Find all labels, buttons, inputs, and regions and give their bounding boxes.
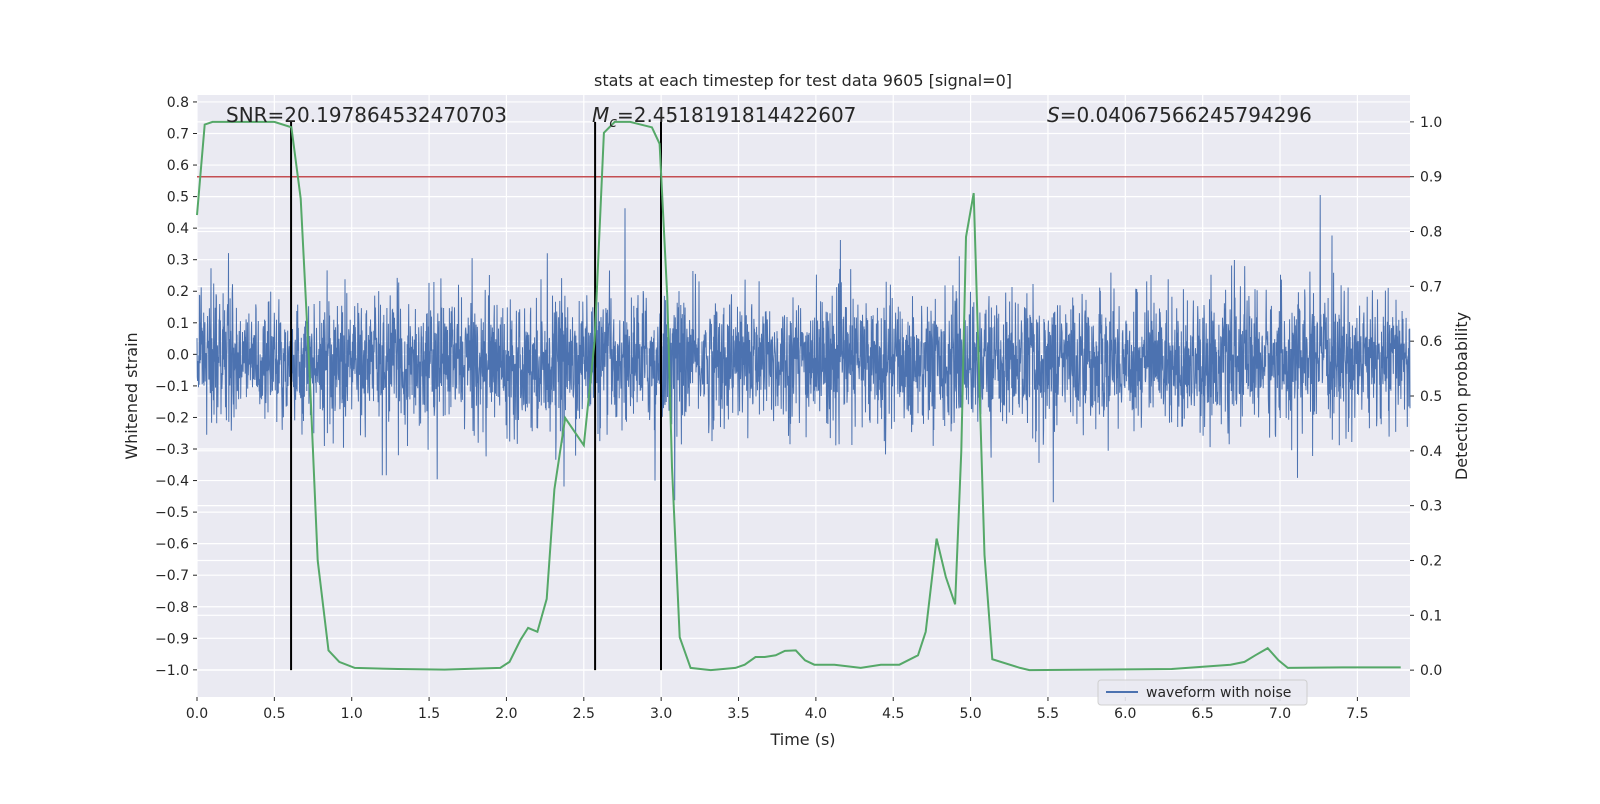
x-tick-label: 0.5 — [263, 706, 285, 722]
x-tick-label: 7.5 — [1346, 706, 1368, 722]
y-right-tick-labels: 0.0 0.1 0.2 0.3 0.4 0.5 0.6 0.7 0.8 0.9 1.0 — [1420, 115, 1442, 679]
y-right-axis-label: Detection probability — [1452, 312, 1471, 480]
mc-value: =2.4518191814422607 — [617, 103, 856, 127]
y-right-tick-label: 0.0 — [1420, 663, 1442, 679]
x-tick-label: 0.0 — [186, 706, 208, 722]
x-tick-label: 6.0 — [1114, 706, 1136, 722]
y-tick-label: −0.5 — [155, 505, 189, 521]
y-tick-label: −0.6 — [155, 537, 189, 553]
y-tick-labels: 0.8 0.7 0.6 0.5 0.4 0.3 0.2 0.1 0.0 −0.1 −0.2 −0.3 −… — [155, 95, 189, 679]
y-right-tick-label: 0.2 — [1420, 553, 1442, 569]
legend: waveform with noise — [1097, 679, 1308, 706]
y-tick-label: −0.3 — [155, 442, 189, 458]
y-tick-label: 0.1 — [167, 316, 189, 332]
y-right-tick-label: 0.1 — [1420, 608, 1442, 624]
y-tick-label: 0.4 — [167, 221, 189, 237]
y-tick-label: −0.1 — [155, 379, 189, 395]
y-tick-label: 0.7 — [167, 126, 189, 142]
y-tick-label: 0.5 — [167, 190, 189, 206]
y-tick-label: 0.3 — [167, 253, 189, 269]
y-tick-label: −0.2 — [155, 410, 189, 426]
x-tick-label: 3.5 — [727, 706, 749, 722]
y-tick-label: 0.0 — [167, 347, 189, 363]
legend-label-waveform: waveform with noise — [1146, 685, 1291, 701]
x-tick-label: 3.0 — [650, 706, 672, 722]
y-right-tick-label: 0.9 — [1420, 170, 1442, 186]
x-tick-label: 4.0 — [805, 706, 827, 722]
y-tick-label: −1.0 — [155, 663, 189, 679]
x-tick-label: 1.5 — [418, 706, 440, 722]
y-right-tick-label: 1.0 — [1420, 115, 1442, 131]
detection-probability-series — [196, 120, 1401, 672]
s-symbol: S — [1047, 103, 1060, 127]
event-markers — [290, 121, 663, 671]
x-tick-label: 4.5 — [882, 706, 904, 722]
y-right-tick-label: 0.6 — [1420, 334, 1442, 350]
y-axis-label: Whitened strain — [122, 332, 141, 459]
y-right-tick-label: 0.7 — [1420, 279, 1442, 295]
x-tick-label: 2.5 — [573, 706, 595, 722]
waveform-series — [196, 194, 1411, 503]
y-tick-label: −0.7 — [155, 568, 189, 584]
y-tick-label: −0.4 — [155, 474, 189, 490]
legend-box — [1097, 679, 1308, 706]
x-tick-label: 5.0 — [959, 706, 981, 722]
y-right-tick-label: 0.4 — [1420, 444, 1442, 460]
chart-title: stats at each timestep for test data 960… — [594, 71, 1012, 90]
x-tick-labels: 0.0 0.5 1.0 1.5 2.0 2.5 3.0 3.5 4.0 4.5 5.0 5.5 6.0 6… — [186, 706, 1369, 722]
y-tick-label: 0.8 — [167, 95, 189, 111]
s-value: =0.04067566245794296 — [1060, 103, 1312, 127]
x-tick-label: 1.0 — [341, 706, 363, 722]
y-right-tick-label: 0.8 — [1420, 225, 1442, 241]
y-tick-label: 0.2 — [167, 284, 189, 300]
chirp-mass-annotation: Mc=2.4518191814422607 — [592, 103, 856, 131]
y-tick-label: 0.6 — [167, 158, 189, 174]
x-axis-label: Time (s) — [769, 730, 835, 749]
x-tick-label: 7.0 — [1269, 706, 1291, 722]
mc-subscript: c — [609, 115, 617, 131]
x-tick-label: 6.5 — [1192, 706, 1214, 722]
mc-symbol: M — [592, 103, 609, 127]
x-tick-label: 2.0 — [495, 706, 517, 722]
y-tick-label: −0.9 — [155, 631, 189, 647]
y-right-tick-label: 0.3 — [1420, 499, 1442, 515]
y-right-tick-label: 0.5 — [1420, 389, 1442, 405]
s-annotation: S=0.04067566245794296 — [1047, 103, 1312, 127]
snr-annotation: SNR=20.197864532470703 — [226, 103, 507, 127]
x-tick-label: 5.5 — [1037, 706, 1059, 722]
y-tick-label: −0.8 — [155, 600, 189, 616]
